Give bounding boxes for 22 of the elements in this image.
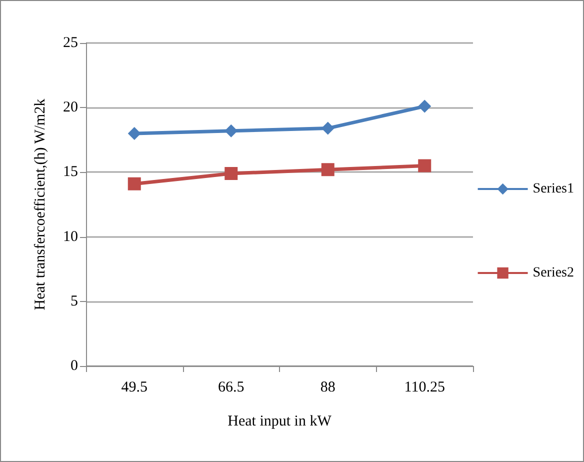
legend-label: Series2 bbox=[532, 266, 574, 280]
y-tick-label: 0 bbox=[70, 358, 78, 374]
legend-label: Series1 bbox=[532, 182, 574, 196]
point bbox=[321, 122, 334, 135]
y-tick-label: 5 bbox=[70, 293, 78, 310]
y-tick-label: 25 bbox=[63, 35, 78, 51]
point bbox=[128, 126, 141, 140]
point bbox=[418, 159, 432, 172]
x-tick-label: 88 bbox=[320, 380, 336, 396]
y-tick-label: 15 bbox=[63, 164, 78, 180]
x-tick-label: 110.25 bbox=[404, 380, 445, 396]
point bbox=[418, 100, 432, 113]
y-tick-label: 10 bbox=[63, 228, 78, 245]
x-tick-label: 49.5 bbox=[121, 380, 148, 396]
x-tick-label: 66.5 bbox=[218, 380, 244, 396]
point bbox=[224, 124, 238, 138]
point bbox=[224, 166, 238, 180]
y-axis-title: Heat transfercoefficient,(h) W/m2k bbox=[32, 98, 48, 310]
y-tick-label: 20 bbox=[63, 100, 78, 116]
point bbox=[128, 177, 141, 190]
point bbox=[321, 163, 334, 176]
x-axis-title: Heat input in kW bbox=[228, 414, 332, 430]
